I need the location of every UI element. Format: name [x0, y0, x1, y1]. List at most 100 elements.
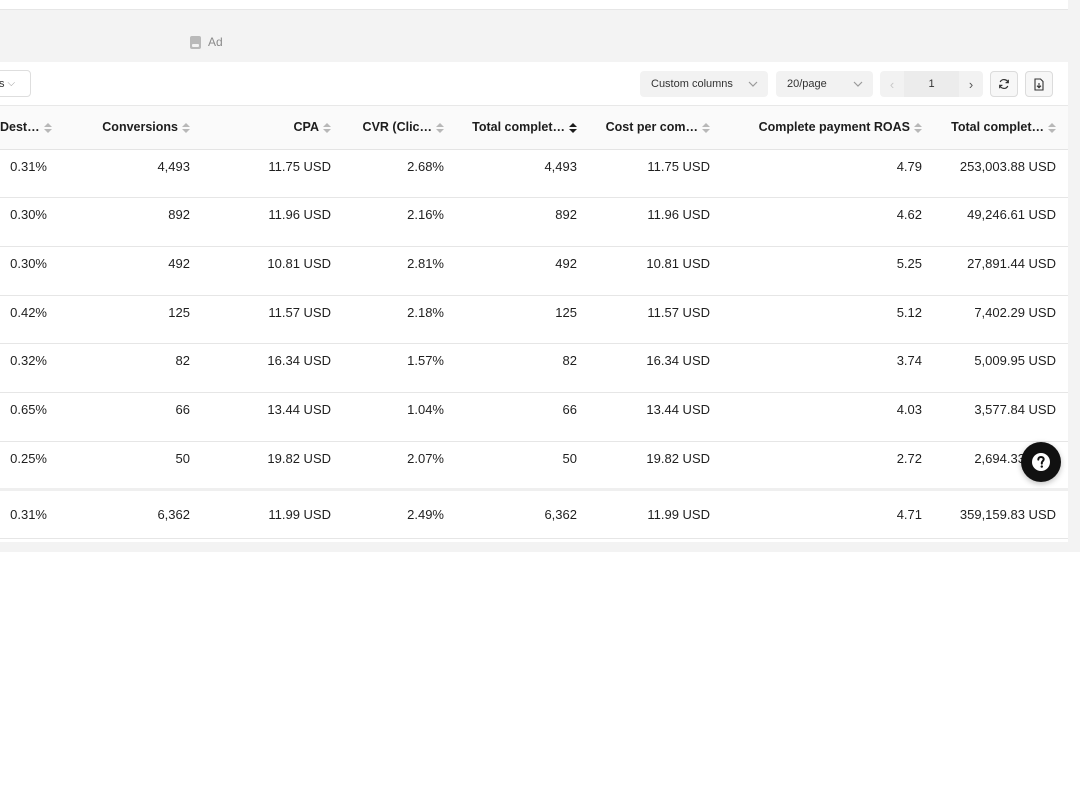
table-row[interactable]: 0.30% 492 10.81 USD 2.81% 492 10.81 USD 5.25 27… — [0, 246, 1068, 296]
sort-icon[interactable] — [323, 122, 331, 133]
table-cell: 11.96 USD — [202, 197, 343, 247]
column-header[interactable]: Cost per com… — [589, 106, 722, 150]
table-cell: 49,246.61 USD — [934, 197, 1068, 247]
table-row[interactable]: 0.42% 125 11.57 USD 2.18% 125 11.57 USD 5.12 7,… — [0, 295, 1068, 345]
table-cell: 11.57 USD — [589, 295, 722, 345]
table-cell: 2.72 — [722, 441, 934, 491]
table-toolbar: s ⌵ Custom columns 20/page ‹ 1 › — [0, 62, 1068, 106]
table-cell: 2.18% — [343, 295, 456, 345]
table-cell: 16.34 USD — [202, 343, 343, 393]
sort-icon[interactable] — [182, 122, 190, 133]
report-table: Dest… Conversions CPA CVR (Clic… Total c… — [0, 106, 1068, 540]
table-cell: 0.42% — [0, 295, 59, 345]
refresh-icon — [999, 78, 1009, 90]
current-page-input[interactable]: 1 — [904, 71, 959, 97]
table-row[interactable]: 0.31% 4,493 11.75 USD 2.68% 4,493 11.75 USD 4.… — [0, 149, 1068, 199]
table-cell: 4,493 — [59, 149, 202, 199]
table-cell: 82 — [59, 343, 202, 393]
table-cell: 82 — [456, 343, 589, 393]
table-cell: 125 — [59, 295, 202, 345]
table-cell: 66 — [59, 392, 202, 442]
table-cell: 0.30% — [0, 197, 59, 247]
sort-icon[interactable] — [436, 122, 444, 133]
table-row[interactable]: 0.32% 82 16.34 USD 1.57% 82 16.34 USD 3.74 5,00… — [0, 343, 1068, 393]
chevron-down-icon: ⌵ — [7, 78, 16, 89]
table-cell: 16.34 USD — [589, 343, 722, 393]
chevron-down-icon — [748, 81, 758, 87]
table-cell: 359,159.83 USD — [934, 488, 1068, 540]
tab-ad[interactable]: Ad — [190, 33, 223, 51]
table-cell: 4.71 — [722, 488, 934, 540]
table-row[interactable]: 0.65% 66 13.44 USD 1.04% 66 13.44 USD 4.03 3,57… — [0, 392, 1068, 442]
view-select-label: s — [0, 77, 5, 90]
table-cell: 5,009.95 USD — [934, 343, 1068, 393]
table-cell: 10.81 USD — [202, 246, 343, 296]
column-header[interactable]: Conversions — [59, 106, 202, 150]
table-cell: 4.79 — [722, 149, 934, 199]
sort-icon[interactable] — [914, 122, 922, 133]
table-cell: 27,891.44 USD — [934, 246, 1068, 296]
chevron-down-icon — [853, 81, 863, 87]
custom-columns-label: Custom columns — [651, 78, 733, 90]
top-panel — [0, 0, 1068, 10]
help-button[interactable] — [1021, 442, 1061, 482]
custom-columns-select[interactable]: Custom columns — [640, 71, 768, 97]
page-size-label: 20/page — [787, 78, 827, 90]
table-header-row: Dest… Conversions CPA CVR (Clic… Total c… — [0, 106, 1068, 150]
table-cell: 19.82 USD — [202, 441, 343, 491]
column-header[interactable]: Dest… — [0, 106, 59, 150]
table-cell: 1.04% — [343, 392, 456, 442]
sort-icon[interactable] — [43, 122, 52, 133]
table-cell: 1.57% — [343, 343, 456, 393]
table-cell: 6,362 — [59, 488, 202, 540]
table-cell: 5.12 — [722, 295, 934, 345]
table-cell: 2.16% — [343, 197, 456, 247]
table-row[interactable]: 0.25% 50 19.82 USD 2.07% 50 19.82 USD 2.72 2,69… — [0, 441, 1068, 491]
table-cell: 892 — [456, 197, 589, 247]
table-cell: 892 — [59, 197, 202, 247]
table-total-row: 0.31% 6,362 11.99 USD 2.49% 6,362 11.99 USD 4.… — [0, 488, 1068, 540]
table-cell: 0.32% — [0, 343, 59, 393]
page-size-select[interactable]: 20/page — [776, 71, 873, 97]
table-cell: 13.44 USD — [202, 392, 343, 442]
column-header[interactable]: CVR (Clic… — [343, 106, 456, 150]
sort-desc-icon[interactable] — [569, 122, 577, 133]
table-cell: 2.81% — [343, 246, 456, 296]
tab-ad-label: Ad — [208, 35, 223, 49]
table-cell: 0.65% — [0, 392, 59, 442]
table-cell: 11.96 USD — [589, 197, 722, 247]
sort-icon[interactable] — [1048, 122, 1056, 133]
chevron-right-icon[interactable]: › — [968, 76, 974, 92]
table-cell: 125 — [456, 295, 589, 345]
column-header[interactable]: Total complet… — [934, 106, 1068, 150]
view-select[interactable]: s ⌵ — [0, 70, 31, 97]
table-cell: 253,003.88 USD — [934, 149, 1068, 199]
table-cell: 11.75 USD — [202, 149, 343, 199]
table-cell: 13.44 USD — [589, 392, 722, 442]
sort-icon[interactable] — [702, 122, 710, 133]
table-cell: 0.25% — [0, 441, 59, 491]
table-cell: 0.31% — [0, 149, 59, 199]
table-cell: 66 — [456, 392, 589, 442]
column-header[interactable]: CPA — [202, 106, 343, 150]
column-header[interactable]: Total complet… — [456, 106, 589, 150]
table-cell: 4.62 — [722, 197, 934, 247]
table-cell: 2.07% — [343, 441, 456, 491]
table-cell: 4.03 — [722, 392, 934, 442]
export-icon — [1034, 77, 1044, 91]
pagination: ‹ 1 › — [880, 71, 983, 97]
table-cell: 50 — [456, 441, 589, 491]
table-cell: 6,362 — [456, 488, 589, 540]
refresh-button[interactable] — [990, 71, 1018, 97]
export-button[interactable] — [1025, 71, 1053, 97]
table-body: 0.31% 4,493 11.75 USD 2.68% 4,493 11.75 USD 4.… — [0, 149, 1068, 540]
report-table-card: s ⌵ Custom columns 20/page ‹ 1 › — [0, 62, 1068, 542]
table-cell: 11.99 USD — [589, 488, 722, 540]
table-cell: 5.25 — [722, 246, 934, 296]
ad-icon — [190, 35, 201, 49]
table-cell: 11.99 USD — [202, 488, 343, 540]
table-row[interactable]: 0.30% 892 11.96 USD 2.16% 892 11.96 USD 4.62 49… — [0, 197, 1068, 247]
chevron-left-icon[interactable]: ‹ — [889, 76, 895, 92]
column-header[interactable]: Complete payment ROAS — [722, 106, 934, 150]
table-cell: 3,577.84 USD — [934, 392, 1068, 442]
